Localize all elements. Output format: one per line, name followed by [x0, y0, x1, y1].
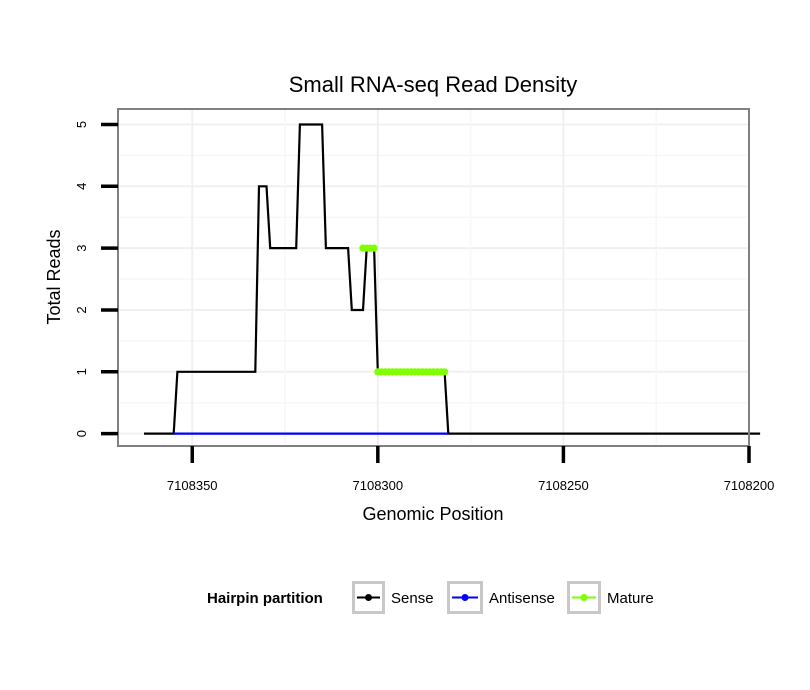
legend: Hairpin partition Sense Antisense Mature: [207, 581, 654, 614]
x-tick-label: 7108300: [353, 478, 404, 493]
legend-key-point: [461, 594, 469, 601]
legend-label-antisense: Antisense: [489, 590, 555, 607]
series-mature-point: [370, 244, 378, 252]
y-tick-label: 4: [74, 183, 89, 190]
y-tick-label: 3: [74, 244, 89, 251]
x-axis-label: Genomic Position: [362, 504, 503, 524]
y-tick-label: 5: [74, 121, 89, 128]
legend-title: Hairpin partition: [207, 590, 323, 607]
y-tick-label: 0: [74, 430, 89, 437]
series-mature-point: [441, 368, 449, 376]
legend-key-point: [365, 594, 372, 601]
series-layer: [144, 123, 761, 435]
legend-label-mature: Mature: [607, 590, 654, 607]
x-tick-label: 7108250: [538, 478, 589, 493]
y-axis-label: Total Reads: [44, 229, 64, 324]
x-axis: 7108350 7108300 7108250 7108200: [167, 446, 774, 493]
series-sense-line: [144, 123, 761, 435]
grid-lines: [118, 109, 750, 446]
y-tick-label: 1: [74, 368, 89, 375]
y-tick-label: 2: [74, 306, 89, 313]
y-axis: 0 1 2 3 4 5: [74, 121, 118, 437]
x-tick-label: 7108350: [167, 478, 218, 493]
chart-title: Small RNA-seq Read Density: [289, 72, 578, 97]
legend-label-sense: Sense: [391, 590, 434, 607]
legend-key-point: [580, 594, 588, 601]
x-tick-label: 7108200: [724, 478, 775, 493]
plot-panel-border: [117, 108, 750, 447]
